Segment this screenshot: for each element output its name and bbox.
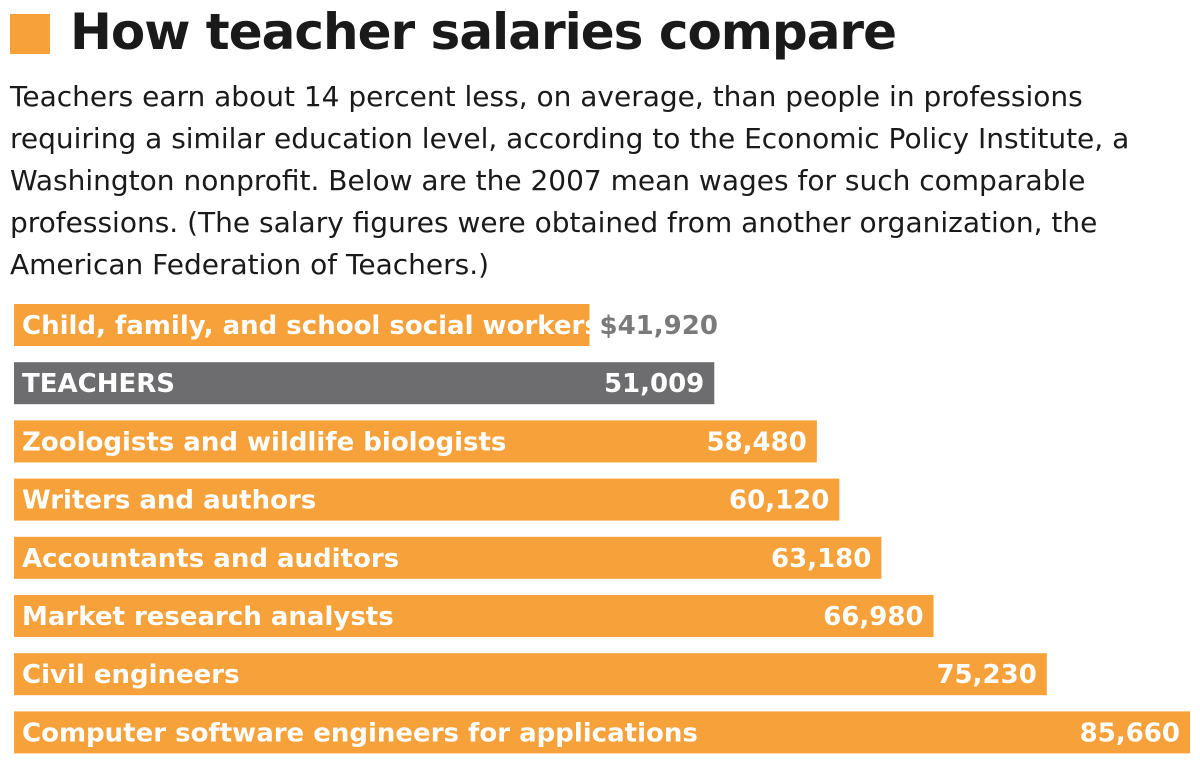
bar-child-family-and-school-social-workers <box>14 304 590 346</box>
bar-value-label: 85,660 <box>1080 718 1180 748</box>
chart-subtitle: Teachers earn about 14 percent less, on … <box>10 80 1130 281</box>
bar-civil-engineers <box>14 653 1047 696</box>
bar-value-label: 51,009 <box>604 369 704 399</box>
bar-market-research-analysts <box>14 595 934 637</box>
bar-teachers <box>14 362 715 405</box>
bar-value-label: $41,920 <box>600 311 718 341</box>
bar-label: Zoologists and wildlife biologists <box>22 427 506 457</box>
bar-label: Child, family, and school social workers <box>22 311 600 341</box>
chart-title: How teacher salaries compare <box>70 3 897 61</box>
bar-label: TEACHERS <box>22 369 175 399</box>
title-square-icon <box>10 14 50 54</box>
bar-value-label: 66,980 <box>823 602 923 632</box>
bar-writers-and-authors <box>14 478 840 521</box>
bar-label: Writers and authors <box>22 486 316 516</box>
bar-computer-software-engineers-for-applications <box>14 711 1190 754</box>
bar-label: Accountants and auditors <box>22 544 399 574</box>
bar-zoologists-and-wildlife-biologists <box>14 420 817 463</box>
bar-label: Market research analysts <box>22 602 394 632</box>
bar-label: Civil engineers <box>22 660 240 690</box>
bar-accountants-and-auditors <box>14 536 882 579</box>
bar-label: Computer software engineers for applicat… <box>22 718 698 748</box>
bar-value-label: 60,120 <box>729 486 829 516</box>
bar-value-label: 63,180 <box>771 544 871 574</box>
bar-value-label: 58,480 <box>707 427 807 457</box>
bar-value-label: 75,230 <box>936 660 1036 690</box>
